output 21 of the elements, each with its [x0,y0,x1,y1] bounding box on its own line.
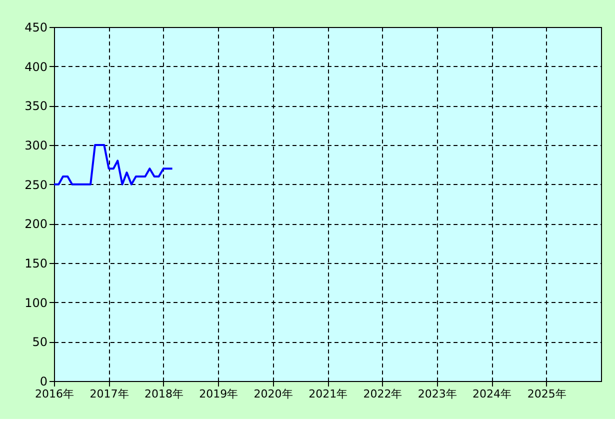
y-tick-label: 150 [24,256,48,270]
y-tick-label: 100 [24,296,48,310]
x-tick-label: 2022年 [363,388,402,400]
x-tick-label: 2021年 [308,388,348,400]
x-tick-label: 2024年 [472,388,512,400]
x-tick-label: 2025年 [527,388,566,400]
x-tick-label: 2023年 [418,388,457,400]
line-series [53,144,174,186]
y-tick-label: 200 [24,217,48,232]
x-tick-label: 2018年 [144,388,184,400]
y-tick-label: 400 [24,60,48,74]
y-tick-label: 250 [24,178,48,192]
x-tick-label: 2016年 [35,388,74,400]
x-tick-label: 2017年 [90,388,129,400]
x-tick-label: 2019年 [199,388,238,400]
x-tick-label: 2020年 [254,388,293,400]
y-tick-label: 0 [40,374,48,388]
y-tick-label: 350 [24,99,48,114]
y-tick-label: 450 [24,20,48,34]
y-tick-label: 300 [24,138,48,152]
y-tick-label: 50 [32,335,48,350]
